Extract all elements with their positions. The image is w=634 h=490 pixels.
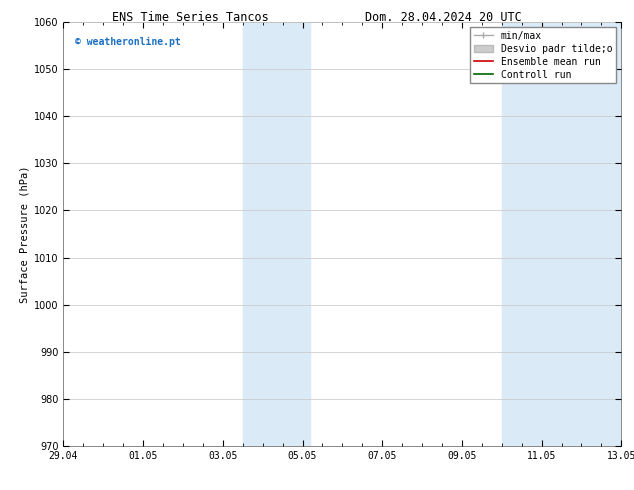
Bar xyxy=(501,22,621,446)
Text: ENS Time Series Tancos: ENS Time Series Tancos xyxy=(112,11,269,24)
Y-axis label: Surface Pressure (hPa): Surface Pressure (hPa) xyxy=(20,165,30,303)
Text: © weatheronline.pt: © weatheronline.pt xyxy=(75,37,180,47)
Text: Dom. 28.04.2024 20 UTC: Dom. 28.04.2024 20 UTC xyxy=(365,11,522,24)
Bar xyxy=(243,22,311,446)
Legend: min/max, Desvio padr tilde;o, Ensemble mean run, Controll run: min/max, Desvio padr tilde;o, Ensemble m… xyxy=(470,27,616,83)
